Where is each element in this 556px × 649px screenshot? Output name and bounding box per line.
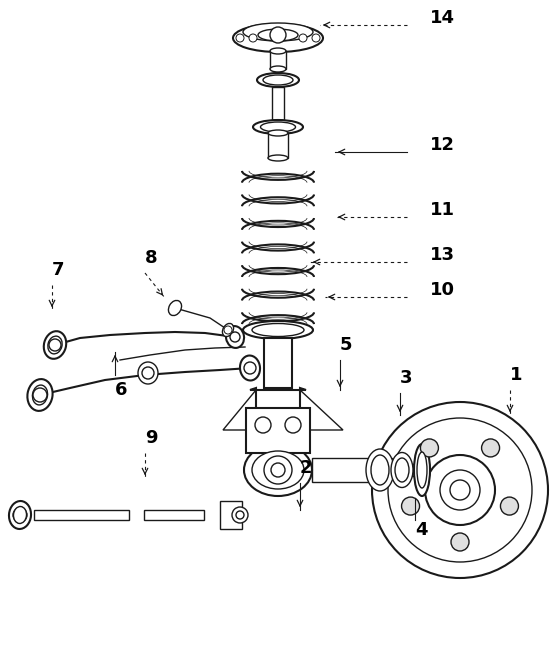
Ellipse shape: [168, 300, 182, 315]
Circle shape: [451, 533, 469, 551]
Text: 7: 7: [52, 261, 64, 279]
Circle shape: [271, 463, 285, 477]
Ellipse shape: [243, 321, 313, 339]
Ellipse shape: [268, 155, 288, 161]
Text: 1: 1: [510, 366, 523, 384]
Circle shape: [224, 326, 232, 334]
Circle shape: [33, 388, 47, 402]
Bar: [144, 510, 204, 520]
Text: 14: 14: [430, 9, 455, 27]
Circle shape: [401, 497, 420, 515]
Bar: [392, 464, 425, 476]
Ellipse shape: [9, 501, 31, 529]
Text: 4: 4: [415, 521, 428, 539]
Circle shape: [232, 507, 248, 523]
Ellipse shape: [244, 444, 312, 496]
Circle shape: [285, 417, 301, 433]
Circle shape: [440, 470, 480, 510]
Text: 3: 3: [400, 369, 413, 387]
Ellipse shape: [414, 444, 430, 496]
Circle shape: [13, 508, 27, 522]
Ellipse shape: [366, 449, 394, 491]
Ellipse shape: [243, 23, 313, 41]
Ellipse shape: [261, 122, 295, 132]
Ellipse shape: [252, 323, 304, 336]
Circle shape: [500, 497, 518, 515]
Circle shape: [249, 34, 257, 42]
Bar: [270, 51, 286, 69]
Circle shape: [236, 511, 244, 519]
Circle shape: [450, 480, 470, 500]
Bar: [264, 338, 292, 388]
Circle shape: [425, 455, 495, 525]
Circle shape: [372, 402, 548, 578]
Ellipse shape: [13, 506, 27, 524]
Ellipse shape: [32, 385, 48, 405]
Ellipse shape: [270, 66, 286, 72]
Text: 8: 8: [145, 249, 157, 267]
Circle shape: [388, 418, 532, 562]
Circle shape: [230, 332, 240, 342]
Text: 12: 12: [430, 136, 455, 154]
Ellipse shape: [258, 29, 298, 41]
Ellipse shape: [253, 120, 303, 134]
Ellipse shape: [27, 379, 53, 411]
Text: 13: 13: [430, 246, 455, 264]
Ellipse shape: [138, 362, 158, 384]
Bar: [220, 501, 242, 529]
Circle shape: [299, 34, 307, 42]
Ellipse shape: [268, 130, 288, 136]
Circle shape: [270, 27, 286, 43]
Circle shape: [236, 34, 244, 42]
Ellipse shape: [371, 455, 389, 485]
Ellipse shape: [395, 458, 409, 482]
Circle shape: [312, 34, 320, 42]
Ellipse shape: [222, 323, 234, 337]
Bar: [272, 87, 284, 127]
Ellipse shape: [252, 451, 304, 489]
Bar: [268, 133, 288, 158]
Circle shape: [244, 362, 256, 374]
Text: 11: 11: [430, 201, 455, 219]
Ellipse shape: [226, 326, 244, 348]
Bar: [312, 458, 392, 482]
Text: 5: 5: [340, 336, 353, 354]
Text: 10: 10: [430, 281, 455, 299]
Bar: [246, 408, 310, 453]
Circle shape: [420, 439, 439, 457]
Ellipse shape: [263, 75, 293, 85]
Circle shape: [264, 456, 292, 484]
Text: 6: 6: [115, 381, 127, 399]
Bar: [34, 510, 129, 520]
Polygon shape: [223, 390, 256, 430]
Text: 9: 9: [145, 429, 157, 447]
Circle shape: [49, 339, 61, 351]
Ellipse shape: [270, 48, 286, 54]
Ellipse shape: [257, 73, 299, 87]
Circle shape: [142, 367, 154, 379]
Polygon shape: [250, 388, 306, 410]
Ellipse shape: [48, 336, 62, 354]
Text: 2: 2: [300, 459, 312, 477]
Ellipse shape: [44, 331, 66, 359]
Ellipse shape: [391, 452, 413, 487]
Ellipse shape: [240, 356, 260, 380]
Polygon shape: [300, 390, 343, 430]
Ellipse shape: [417, 452, 427, 488]
Circle shape: [481, 439, 499, 457]
Ellipse shape: [233, 24, 323, 52]
Circle shape: [255, 417, 271, 433]
